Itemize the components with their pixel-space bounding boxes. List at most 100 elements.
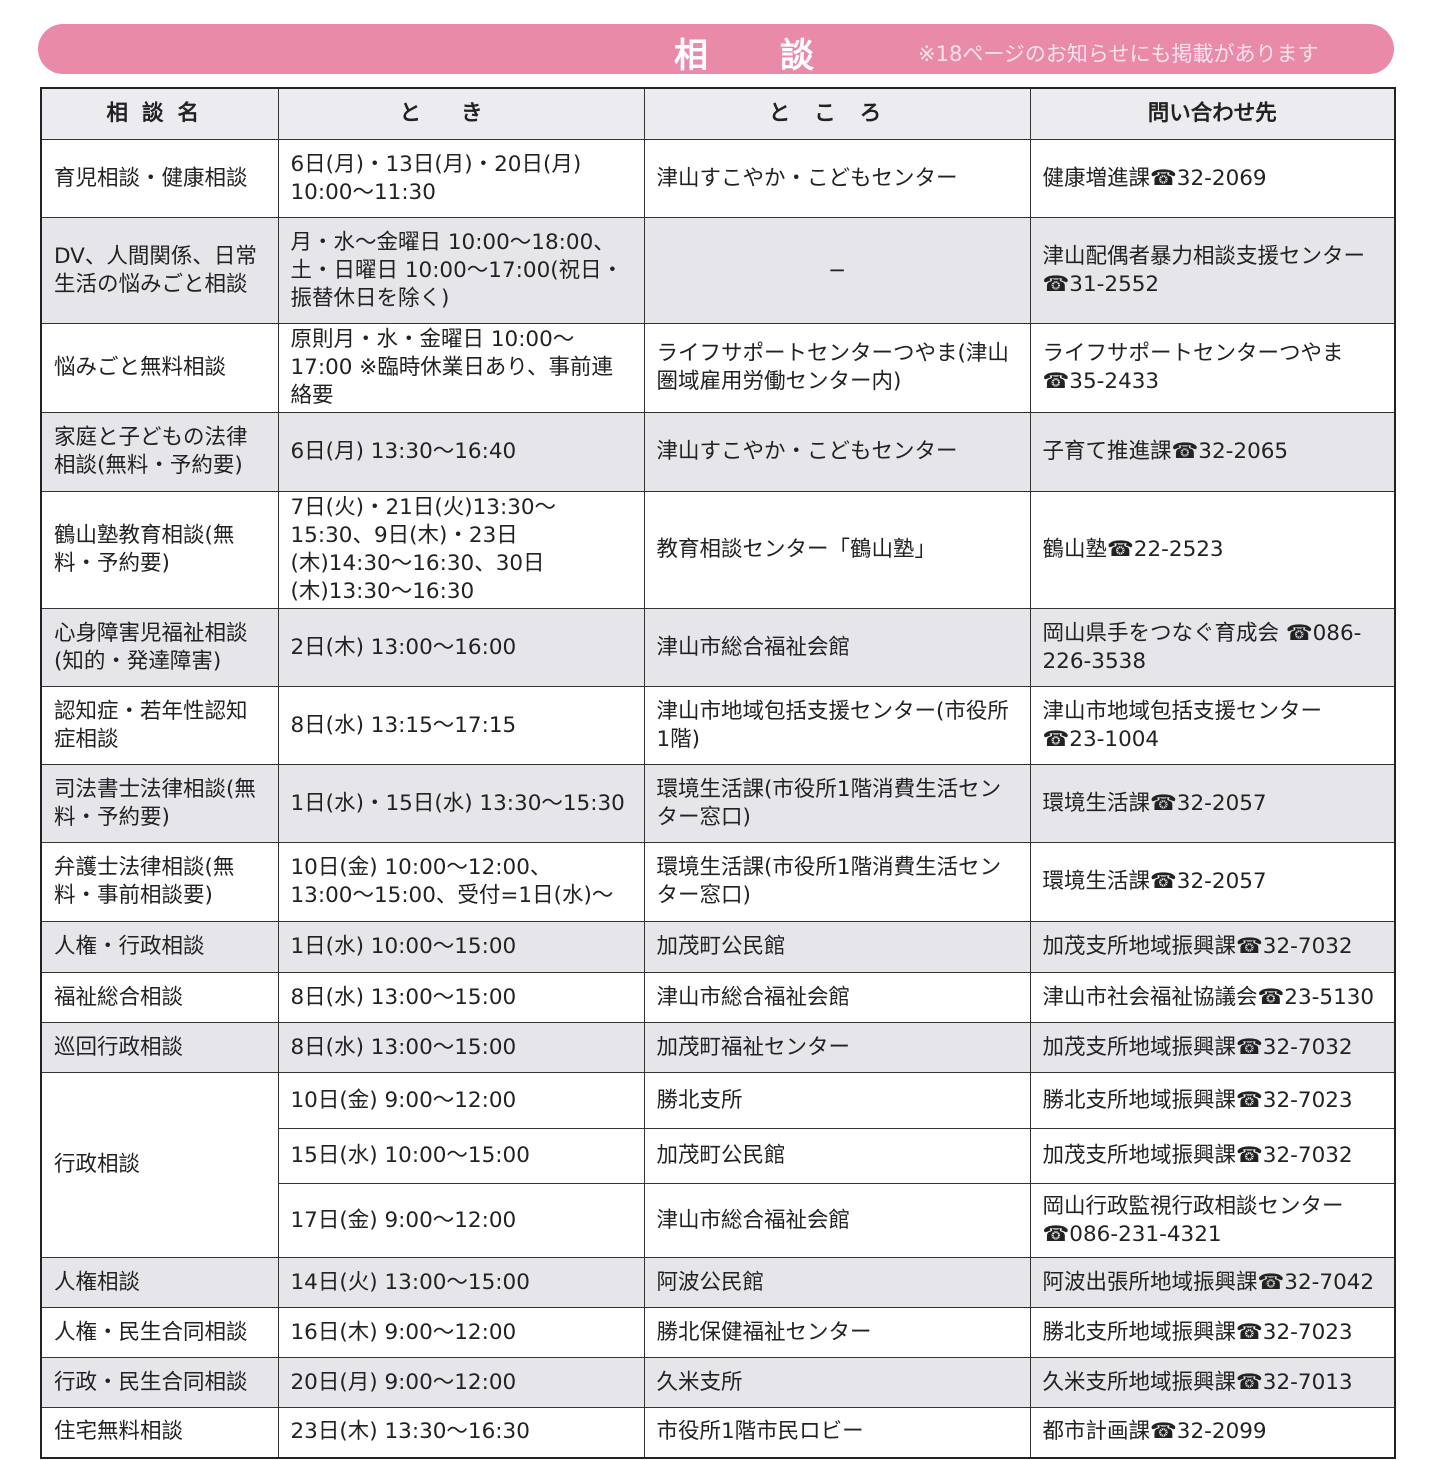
header-name: 相談名 (40, 87, 279, 140)
table-row: 家庭と子どもの法律相談(無料・予約要) 6日(月) 13:30〜16:40 津山すこ… (40, 412, 1396, 492)
table-row: 育児相談・健康相談 6日(月)・13日(月)・20日(月) 10:00〜11:30… (40, 139, 1396, 218)
consultation-contact: 環境生活課☎32-2057 (1029, 764, 1396, 843)
consultation-when: 16日(木) 9:00〜12:00 (277, 1307, 645, 1358)
consultation-when: 原則月・水・金曜日 10:00〜17:00 ※臨時休業日あり、事前連絡要 (277, 323, 645, 413)
section-title: 相談 (674, 36, 886, 76)
table-row: 福祉総合相談 8日(水) 13:00〜15:00 津山市総合福祉会館 津山市社会福祉協… (40, 972, 1396, 1023)
consultation-when: 8日(水) 13:15〜17:15 (277, 686, 645, 765)
consultation-where: 津山すこやか・こどもセンター (643, 412, 1031, 492)
consultation-name: 行政・民生合同相談 (40, 1357, 279, 1408)
table-row: 人権・民生合同相談 16日(木) 9:00〜12:00 勝北保健福祉センター 勝北支所… (40, 1307, 1396, 1358)
consultation-name: 育児相談・健康相談 (40, 139, 279, 218)
consultation-when: 8日(水) 13:00〜15:00 (277, 972, 645, 1023)
consultation-where: 津山すこやか・こどもセンター (643, 139, 1031, 218)
table-row: 認知症・若年性認知症相談 8日(水) 13:15〜17:15 津山市地域包括支援セン… (40, 686, 1396, 765)
consultation-table: 相談名 とき ところ 問い合わせ先 育児相談・健康相談 6日(月)・13日(月)・… (40, 87, 1396, 1459)
consultation-when: 8日(水) 13:00〜15:00 (277, 1022, 645, 1073)
consultation-where: − (643, 217, 1031, 324)
consultation-when: 1日(水)・15日(水) 13:30〜15:30 (277, 764, 645, 843)
consultation-name: 弁護士法律相談(無料・事前相談要) (40, 842, 279, 922)
consultation-where: 環境生活課(市役所1階消費生活センター窓口) (643, 842, 1031, 922)
consultation-contact: 勝北支所地域振興課☎32-7023 (1029, 1072, 1396, 1129)
table-row: 弁護士法律相談(無料・事前相談要) 10日(金) 10:00〜12:00、13:0… (40, 842, 1396, 922)
consultation-name: 福祉総合相談 (40, 972, 279, 1023)
table-row: 行政相談 10日(金) 9:00〜12:00 勝北支所 勝北支所地域振興課☎32-70… (40, 1072, 1396, 1258)
table-row: 人権相談 14日(火) 13:00〜15:00 阿波公民館 阿波出張所地域振興課☎32… (40, 1257, 1396, 1308)
consultation-contact: 久米支所地域振興課☎32-7013 (1029, 1357, 1396, 1408)
consultation-when: 10日(金) 10:00〜12:00、13:00〜15:00、受付=1日(水)〜 (277, 842, 645, 922)
consultation-contact: 津山配偶者暴力相談支援センター☎31-2552 (1029, 217, 1396, 324)
consultation-contact: 岡山行政監視行政相談センター ☎086-231-4321 (1029, 1183, 1396, 1258)
consultation-where: 久米支所 (643, 1357, 1031, 1408)
consultation-where: 加茂町公民館 (643, 921, 1031, 973)
consultation-when: 2日(木) 13:00〜16:00 (277, 608, 645, 687)
table-row: 司法書士法律相談(無料・予約要) 1日(水)・15日(水) 13:30〜15:30… (40, 764, 1396, 843)
consultation-where: 津山市総合福祉会館 (643, 972, 1031, 1023)
table-row: 人権・行政相談 1日(水) 10:00〜15:00 加茂町公民館 加茂支所地域振興課☎… (40, 921, 1396, 973)
consultation-name: 住宅無料相談 (40, 1407, 279, 1458)
consultation-contact: 岡山県手をつなぐ育成会 ☎086-226-3538 (1029, 608, 1396, 687)
consultation-when: 6日(月) 13:30〜16:40 (277, 412, 645, 492)
header-contact: 問い合わせ先 (1029, 87, 1396, 140)
consultation-contact: 鶴山塾☎22-2523 (1029, 491, 1396, 609)
consultation-when: 15日(水) 10:00〜15:00 (277, 1128, 645, 1184)
consultation-name: 行政相談 (40, 1072, 279, 1258)
consultation-contact: 阿波出張所地域振興課☎32-7042 (1029, 1257, 1396, 1308)
consultation-contact: 加茂支所地域振興課☎32-7032 (1029, 1128, 1396, 1184)
consultation-when: 7日(火)・21日(火)13:30〜15:30、9日(木)・23日(木)14:3… (277, 491, 645, 609)
consultation-when: 月・水〜金曜日 10:00〜18:00、土・日曜日 10:00〜17:00(祝日… (277, 217, 645, 324)
consultation-where: 勝北支所 (643, 1072, 1031, 1129)
consultation-name: 悩みごと無料相談 (40, 323, 279, 413)
consultation-name: 鶴山塾教育相談(無料・予約要) (40, 491, 279, 609)
consultation-where: ライフサポートセンターつやま(津山圏域雇用労働センター内) (643, 323, 1031, 413)
table-row: DV、人間関係、日常生活の悩みごと相談 月・水〜金曜日 10:00〜18:00、土… (40, 217, 1396, 324)
consultation-name: 心身障害児福祉相談(知的・発達障害) (40, 608, 279, 687)
consultation-when: 1日(水) 10:00〜15:00 (277, 921, 645, 973)
consultation-where: 教育相談センター「鶴山塾」 (643, 491, 1031, 609)
table-row: 鶴山塾教育相談(無料・予約要) 7日(火)・21日(火)13:30〜15:30、9… (40, 491, 1396, 609)
consultation-name: 人権・民生合同相談 (40, 1307, 279, 1358)
consultation-contact: 加茂支所地域振興課☎32-7032 (1029, 921, 1396, 973)
consultation-contact: 勝北支所地域振興課☎32-7023 (1029, 1307, 1396, 1358)
section-banner: 相談 ※18ページのお知らせにも掲載があります (38, 24, 1394, 76)
consultation-where: 勝北保健福祉センター (643, 1307, 1031, 1358)
consultation-when: 23日(木) 13:30〜16:30 (277, 1407, 645, 1458)
consultation-contact: 都市計画課☎32-2099 (1029, 1407, 1396, 1458)
consultation-name: 人権相談 (40, 1257, 279, 1308)
consultation-when: 14日(火) 13:00〜15:00 (277, 1257, 645, 1308)
consultation-when: 20日(月) 9:00〜12:00 (277, 1357, 645, 1408)
header-where: ところ (643, 87, 1031, 140)
consultation-when: 17日(金) 9:00〜12:00 (277, 1183, 645, 1258)
consultation-where: 加茂町公民館 (643, 1128, 1031, 1184)
consultation-when: 6日(月)・13日(月)・20日(月) 10:00〜11:30 (277, 139, 645, 218)
consultation-contact: 加茂支所地域振興課☎32-7032 (1029, 1022, 1396, 1073)
consultation-name: 巡回行政相談 (40, 1022, 279, 1073)
table-header-row: 相談名 とき ところ 問い合わせ先 (40, 87, 1396, 140)
section-note: ※18ページのお知らせにも掲載があります (918, 42, 1319, 66)
table-row: 住宅無料相談 23日(木) 13:30〜16:30 市役所1階市民ロビー 都市計画課☎… (40, 1407, 1396, 1458)
consultation-where: 津山市総合福祉会館 (643, 1183, 1031, 1258)
consultation-where: 津山市総合福祉会館 (643, 608, 1031, 687)
consultation-contact: 子育て推進課☎32-2065 (1029, 412, 1396, 492)
consultation-contact: 健康増進課☎32-2069 (1029, 139, 1396, 218)
consultation-where: 阿波公民館 (643, 1257, 1031, 1308)
consultation-when: 10日(金) 9:00〜12:00 (277, 1072, 645, 1129)
consultation-contact: ライフサポートセンターつやま ☎35-2433 (1029, 323, 1396, 413)
consultation-name: 司法書士法律相談(無料・予約要) (40, 764, 279, 843)
consultation-name: 人権・行政相談 (40, 921, 279, 973)
consultation-where: 環境生活課(市役所1階消費生活センター窓口) (643, 764, 1031, 843)
consultation-contact: 津山市社会福祉協議会☎23-5130 (1029, 972, 1396, 1023)
consultation-name: 認知症・若年性認知症相談 (40, 686, 279, 765)
consultation-where: 市役所1階市民ロビー (643, 1407, 1031, 1458)
table-row: 巡回行政相談 8日(水) 13:00〜15:00 加茂町福祉センター 加茂支所地域振興… (40, 1022, 1396, 1073)
consultation-where: 加茂町福祉センター (643, 1022, 1031, 1073)
table-row: 心身障害児福祉相談(知的・発達障害) 2日(木) 13:00〜16:00 津山市総合… (40, 608, 1396, 687)
table-row: 15日(水) 10:00〜15:00 加茂町公民館 加茂支所地域振興課☎32-703… (41, 1128, 1396, 1184)
consultation-name: 家庭と子どもの法律相談(無料・予約要) (40, 412, 279, 492)
table-row: 行政・民生合同相談 20日(月) 9:00〜12:00 久米支所 久米支所地域振興課☎… (40, 1357, 1396, 1408)
consultation-contact: 津山市地域包括支援センター ☎23-1004 (1029, 686, 1396, 765)
consultation-contact: 環境生活課☎32-2057 (1029, 842, 1396, 922)
table-row: 悩みごと無料相談 原則月・水・金曜日 10:00〜17:00 ※臨時休業日あり、事… (40, 323, 1396, 413)
consultation-where: 津山市地域包括支援センター(市役所1階) (643, 686, 1031, 765)
consultation-name: DV、人間関係、日常生活の悩みごと相談 (40, 217, 279, 324)
